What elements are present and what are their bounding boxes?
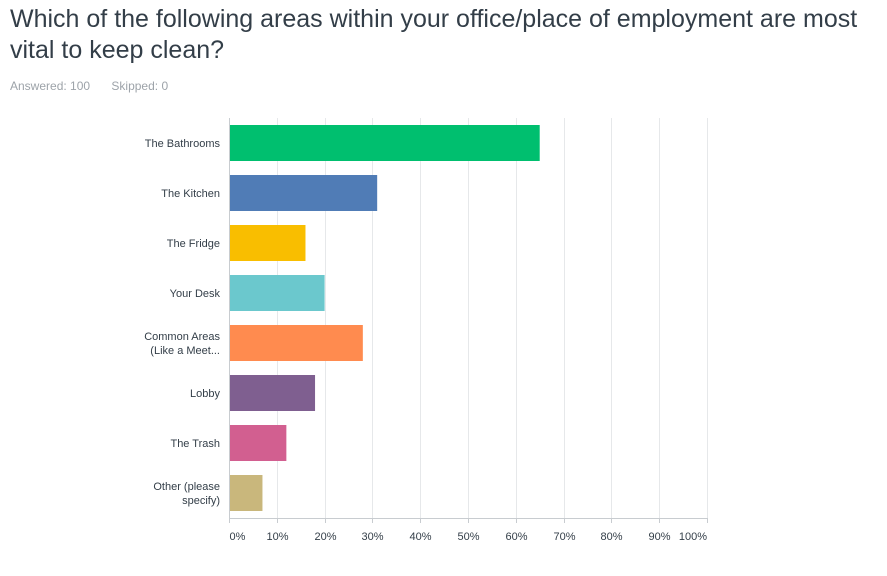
x-tick-label: 90% (648, 531, 670, 543)
category-label: The Fridge (167, 238, 220, 250)
x-tick-label: 30% (361, 531, 383, 543)
x-tick-label: 50% (457, 531, 479, 543)
x-tick-label: 60% (505, 531, 527, 543)
x-tick-label: 70% (553, 531, 575, 543)
x-tick-label: 10% (266, 531, 288, 543)
response-summary: Answered: 100 Skipped: 0 (10, 79, 186, 93)
bar (229, 225, 306, 261)
skipped-count: Skipped: 0 (111, 79, 169, 93)
bar (229, 275, 325, 311)
category-label: The Bathrooms (145, 138, 221, 150)
category-label: Common Areas (144, 331, 220, 343)
bar (229, 325, 363, 361)
bar (229, 425, 287, 461)
category-label: The Trash (170, 438, 220, 450)
axes: 0% 10% 20% 30% 40% 50% 60% 70% 80% 90% 100% (229, 118, 708, 543)
x-tick-label: 20% (314, 531, 336, 543)
question-title: Which of the following areas within your… (10, 5, 858, 64)
category-label: (Like a Meet... (150, 345, 220, 357)
bar (229, 175, 378, 211)
category-label: Other (please (153, 481, 220, 493)
answered-count: Answered: 100 (10, 79, 91, 93)
category-label: Your Desk (170, 288, 221, 300)
x-tick-label: 80% (600, 531, 622, 543)
category-labels: The Bathrooms The Kitchen The Fridge Your D… (144, 138, 220, 507)
category-label: specify) (182, 495, 220, 507)
category-label: Lobby (190, 388, 220, 400)
bars (229, 125, 540, 511)
bar (229, 125, 540, 161)
category-label: The Kitchen (161, 188, 220, 200)
bar (229, 475, 263, 511)
x-tick-label: 40% (409, 531, 431, 543)
x-tick-label: 100% (679, 531, 707, 543)
x-tick-label: 0% (230, 531, 246, 543)
bar (229, 375, 316, 411)
